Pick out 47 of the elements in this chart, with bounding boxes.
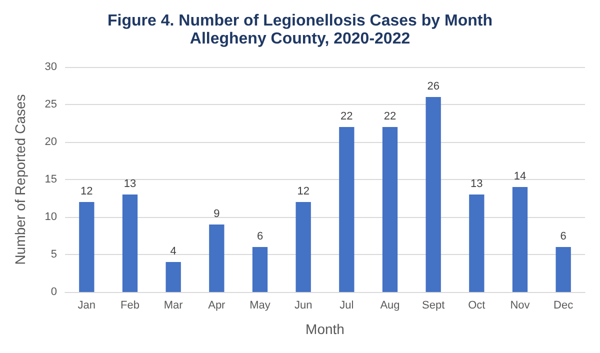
x-tick-label: Dec: [554, 300, 574, 312]
data-label: 6: [256, 230, 264, 242]
chart-title: Figure 4. Number of Legionellosis Cases by Month: [108, 12, 492, 30]
y-tick-label: 20: [44, 136, 57, 148]
x-tick-label: Oct: [468, 300, 486, 312]
bar: [122, 194, 138, 292]
data-label: 13: [470, 178, 483, 190]
bar: [339, 127, 354, 292]
x-tick-label: Aug: [380, 300, 400, 312]
y-tick-label: 15: [44, 174, 57, 186]
bar: [296, 202, 311, 292]
x-tick-label: Sept: [422, 300, 445, 312]
x-axis-title: Month: [306, 321, 344, 337]
bar: [469, 194, 484, 292]
bar: [426, 97, 441, 292]
x-tick-label: Apr: [208, 300, 226, 312]
data-label: 13: [124, 178, 136, 190]
chart-subtitle: Allegheny County, 2020-2022: [190, 30, 410, 48]
data-label: 26: [427, 80, 440, 92]
y-tick-label: 25: [44, 98, 57, 110]
y-tick-label: 30: [44, 61, 57, 73]
bar: [556, 247, 571, 292]
data-label: 6: [560, 230, 566, 242]
bar: [79, 202, 94, 292]
x-tick-label: Jan: [78, 300, 96, 312]
x-tick-label: Mar: [164, 300, 184, 312]
bar: [166, 262, 181, 292]
y-tick-label: 10: [44, 211, 57, 223]
x-tick-label: Nov: [510, 300, 530, 312]
x-tick-label: Jul: [340, 300, 354, 312]
data-label: 12: [80, 186, 93, 198]
y-tick-label: 0: [50, 286, 57, 298]
bar: [209, 224, 224, 292]
x-tick-label: May: [250, 300, 271, 312]
bar: [252, 247, 268, 292]
y-tick-label: 5: [50, 248, 57, 260]
data-label: 14: [514, 170, 526, 182]
bar: [382, 127, 398, 292]
x-tick-label: Jun: [294, 300, 312, 312]
data-label: 9: [214, 208, 220, 220]
x-tick-label: Feb: [120, 300, 140, 312]
data-label: 12: [297, 186, 310, 198]
data-label: 22: [384, 110, 396, 122]
data-label: 4: [170, 246, 176, 258]
y-axis-title: Number of Reported Cases: [12, 94, 28, 265]
data-label: 22: [340, 110, 353, 122]
bar: [512, 187, 528, 292]
